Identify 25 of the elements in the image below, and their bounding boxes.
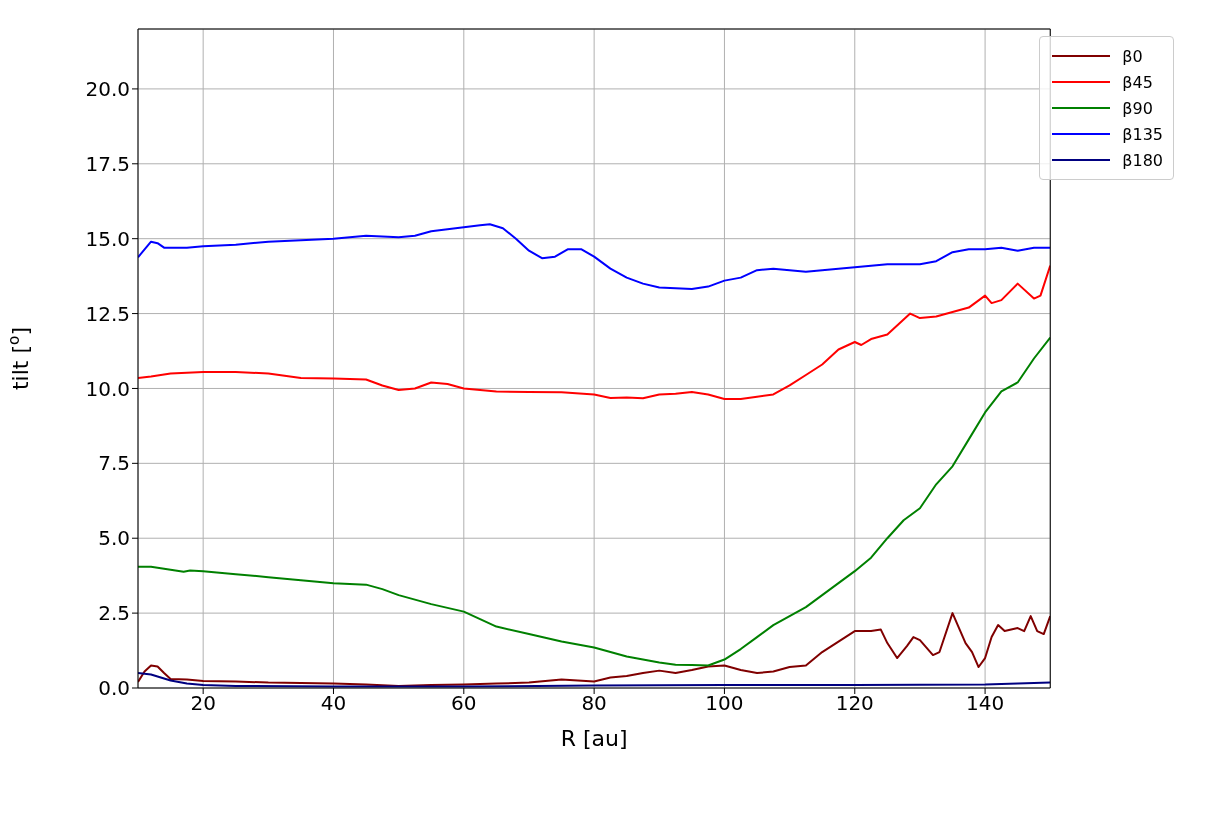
legend-label: β135 xyxy=(1122,124,1163,144)
y-tick-label: 2.5 xyxy=(98,601,130,626)
y-tick-label: 7.5 xyxy=(98,451,130,476)
legend-label: β45 xyxy=(1122,72,1153,92)
y-tick-label: 17.5 xyxy=(85,151,130,176)
x-tick-label: 100 xyxy=(705,691,744,716)
y-tick-label: 20.0 xyxy=(85,77,130,102)
legend-label: β90 xyxy=(1122,98,1153,118)
x-tick-label: 40 xyxy=(320,691,347,716)
y-tick-label: 0.0 xyxy=(98,676,130,701)
y-tick-label: 15.0 xyxy=(85,226,130,251)
y-tick-label: 10.0 xyxy=(85,376,130,401)
x-tick-label: 60 xyxy=(451,691,477,716)
legend-label: β0 xyxy=(1122,46,1143,66)
line-series xyxy=(138,223,1051,291)
line-series xyxy=(138,264,1051,400)
x-tick-label: 120 xyxy=(835,691,874,716)
x-tick-label: 140 xyxy=(966,691,1005,716)
y-tick-label: 12.5 xyxy=(85,301,130,326)
y-tick-label: 5.0 xyxy=(98,526,130,551)
x-tick-label: 80 xyxy=(581,691,607,716)
x-tick-label: 20 xyxy=(190,691,216,716)
line-series xyxy=(138,336,1051,667)
legend-label: β180 xyxy=(1122,150,1163,170)
x-axis-title: R [au] xyxy=(560,726,628,751)
